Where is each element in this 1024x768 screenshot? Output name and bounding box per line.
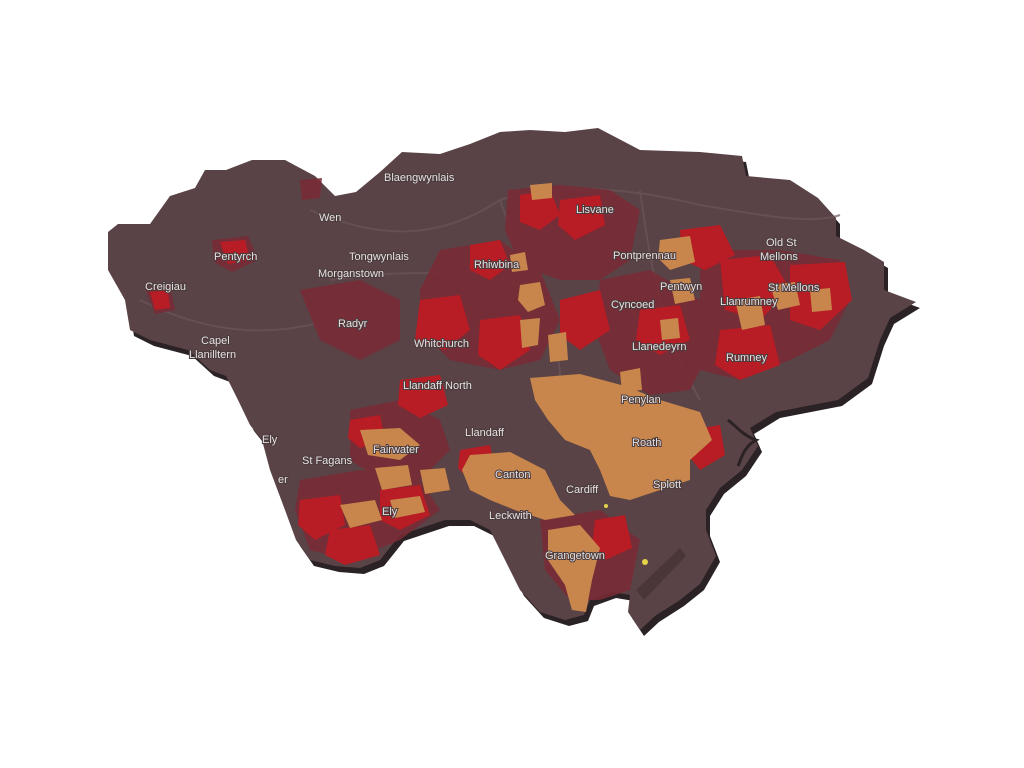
label-rhiwbina: Rhiwbina xyxy=(474,259,520,271)
class-top-areas xyxy=(604,504,648,565)
label-cardiff: Cardiff xyxy=(566,484,599,496)
label-rumney: Rumney xyxy=(726,352,767,364)
label-tongwynlais: Tongwynlais xyxy=(349,251,409,263)
label-pontprennau: Pontprennau xyxy=(613,250,676,262)
label-pentwyn: Pentwyn xyxy=(660,281,702,293)
class-high-areas xyxy=(340,183,832,612)
label-splott: Splott xyxy=(653,479,681,491)
label-wenvoe: Wen xyxy=(319,212,341,224)
label-ely: Ely xyxy=(382,506,398,518)
docks-area xyxy=(636,548,686,600)
label-st-mellons: St Mellons xyxy=(768,282,820,294)
label-llandaff: Llandaff xyxy=(465,427,505,439)
label-grangetown: Grangetown xyxy=(545,550,605,562)
label-blaengwynlais: Blaengwynlais xyxy=(384,172,455,184)
label-roath: Roath xyxy=(632,437,661,449)
label-ely-west: Ely xyxy=(262,434,278,446)
label-llanrumney: Llanrumney xyxy=(720,296,778,308)
label-creigiau: Creigiau xyxy=(145,281,186,293)
label-st-fagans: St Fagans xyxy=(302,455,353,467)
label-capel: Capel xyxy=(201,335,230,347)
label-old-st: Old St xyxy=(766,237,797,249)
place-labels: Blaengwynlais Lisvane Old St Mellons Pen… xyxy=(144,171,821,563)
label-whitchurch: Whitchurch xyxy=(414,338,469,350)
label-lisvane: Lisvane xyxy=(576,204,614,216)
label-mellons-line: Mellons xyxy=(760,251,798,263)
label-canton: Canton xyxy=(495,469,530,481)
label-radyr: Radyr xyxy=(338,318,368,330)
label-leckwith: Leckwith xyxy=(489,510,532,522)
label-morganstown: Morganstown xyxy=(318,268,384,280)
label-llandaff-north: Llandaff North xyxy=(403,380,472,392)
label-cyncoed: Cyncoed xyxy=(611,299,654,311)
label-pentyrch: Pentyrch xyxy=(214,251,257,263)
label-llanilltern: Llanilltern xyxy=(189,349,236,361)
label-penylan: Penylan xyxy=(621,394,661,406)
label-er: er xyxy=(278,474,288,486)
label-fairwater: Fairwater xyxy=(373,444,419,456)
river xyxy=(727,418,760,467)
label-llanedeyrn: Llanedeyrn xyxy=(632,341,686,353)
